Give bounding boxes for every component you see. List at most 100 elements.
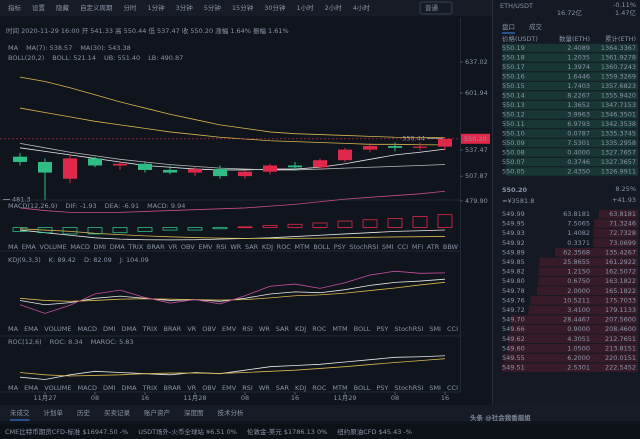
indicator-tab[interactable]: VR: [168, 243, 177, 251]
toolbar-item[interactable]: 隐藏: [56, 3, 70, 12]
toolbar-item[interactable]: 指标: [8, 3, 22, 12]
toolbar-item[interactable]: 4小时: [353, 3, 371, 12]
indicator-tab[interactable]: SAR: [245, 243, 259, 251]
indicator-tab[interactable]: ROC: [277, 243, 292, 251]
orderbook-tab[interactable]: 盘口: [502, 22, 515, 31]
toolbar-item[interactable]: 1分钟: [148, 3, 166, 12]
chart-mode-box[interactable]: [419, 1, 453, 15]
indicator-tab[interactable]: BOLL: [354, 325, 371, 333]
indicator-tab[interactable]: DMI: [103, 325, 116, 333]
indicator-tab[interactable]: MA: [8, 384, 19, 392]
bottom-tab[interactable]: 深度图: [184, 408, 204, 417]
indicator-tab[interactable]: VR: [187, 384, 196, 392]
toolbar-item[interactable]: 30分钟: [264, 3, 286, 12]
indicator-tab[interactable]: PSY: [376, 325, 388, 333]
indicator-tab[interactable]: KDJ: [295, 325, 306, 333]
indicator-tab[interactable]: MTM: [294, 243, 309, 251]
bottom-tab[interactable]: 计划单: [44, 408, 64, 417]
indicator-tab[interactable]: RSI: [242, 325, 253, 333]
bottom-tab[interactable]: 买卖记录: [104, 409, 131, 417]
orderbook-tab[interactable]: 成交: [529, 22, 543, 31]
indicator-tab[interactable]: ROC: [312, 384, 327, 392]
bottom-tab[interactable]: 历史: [77, 408, 91, 417]
indicator-tab[interactable]: EMA: [24, 325, 39, 333]
indicator-tab[interactable]: BRAR: [164, 384, 182, 392]
indicator-tab[interactable]: VR: [187, 325, 196, 333]
indicator-tab[interactable]: BOLL: [313, 243, 330, 251]
indicator-tab[interactable]: SMI: [429, 325, 441, 333]
toolbar-item[interactable]: 15分钟: [232, 3, 254, 12]
indicator-tab[interactable]: StochRSI: [349, 243, 378, 251]
indicator-tab[interactable]: WR: [259, 384, 270, 392]
indicator-tab[interactable]: ATR: [427, 243, 440, 251]
indicator-tab[interactable]: KDJ: [295, 384, 306, 392]
indicator-tab[interactable]: OBV: [181, 243, 195, 251]
indicator-tab[interactable]: PSY: [334, 243, 346, 251]
indicator-tab[interactable]: WR: [259, 325, 270, 333]
indicator-tab[interactable]: SAR: [276, 384, 290, 392]
indicator-tab[interactable]: CCI: [397, 243, 408, 251]
indicator-tab[interactable]: VOLUME: [44, 384, 71, 392]
indicator-tab[interactable]: TRIX: [127, 243, 143, 251]
bottom-tab[interactable]: 账户资产: [144, 408, 171, 417]
indicator-tab[interactable]: BBW: [443, 243, 459, 251]
indicator-tab[interactable]: EMV: [198, 243, 213, 251]
indicator-tab[interactable]: MTM: [332, 384, 347, 392]
indicator-tab[interactable]: CCI: [447, 325, 458, 333]
indicator-tab[interactable]: MA: [8, 325, 19, 333]
indicator-tab[interactable]: StochRSI: [394, 325, 423, 333]
macd-bar: [137, 227, 153, 232]
indicator-tab[interactable]: EMV: [222, 325, 237, 333]
indicator-tab[interactable]: CCI: [447, 384, 458, 392]
indicator-tab[interactable]: VOLUME: [40, 243, 67, 251]
bottom-tab[interactable]: 技术分析: [218, 408, 245, 417]
toolbar-item[interactable]: 5分钟: [204, 3, 222, 12]
indicator-tab[interactable]: RSI: [216, 243, 227, 251]
bottom-tab[interactable]: 未成交: [10, 408, 30, 417]
indicator-tab[interactable]: MACD: [70, 243, 89, 251]
indicator-tab[interactable]: TRIX: [142, 325, 158, 333]
indicator-tab[interactable]: OBV: [202, 325, 216, 333]
toolbar-item[interactable]: 3分钟: [176, 3, 194, 12]
indicator-tab[interactable]: BOLL: [354, 384, 371, 392]
indicator-tab[interactable]: DMA: [122, 325, 138, 333]
indicator-tab[interactable]: SMI: [429, 384, 441, 392]
indicator-tab[interactable]: MACD: [78, 325, 97, 333]
toolbar-item[interactable]: 2小时: [325, 3, 343, 12]
chart-mode[interactable]: 普通: [425, 3, 439, 12]
indicator-tab[interactable]: BRAR: [147, 243, 165, 251]
indicator-tab[interactable]: MACD: [78, 384, 97, 392]
depth-bar: [594, 219, 638, 228]
indicator-tab[interactable]: DMI: [94, 243, 107, 251]
indicator-tab[interactable]: DMA: [122, 384, 138, 392]
toolbar-item[interactable]: 设置: [32, 3, 46, 12]
indicator-tab[interactable]: TRIX: [142, 384, 158, 392]
indicator-tab[interactable]: DMA: [110, 243, 126, 251]
indicator-tab[interactable]: SAR: [276, 325, 290, 333]
indicator-tab[interactable]: OBV: [202, 384, 216, 392]
toolbar-item[interactable]: 分时: [124, 3, 138, 12]
indicator-tab[interactable]: RSI: [242, 384, 253, 392]
indicator-tab[interactable]: SMI: [382, 243, 394, 251]
row-price: 549.80: [502, 277, 525, 285]
indicator-tab[interactable]: EMV: [222, 384, 237, 392]
indicator-tab[interactable]: BRAR: [164, 325, 182, 333]
toolbar-item[interactable]: 1小时: [296, 3, 314, 12]
indicator-tab[interactable]: MA: [8, 243, 19, 251]
row-total: 163.1822: [605, 277, 636, 285]
toolbar-item[interactable]: 自定义周期: [80, 3, 113, 12]
indicator-tab[interactable]: VOLUME: [44, 325, 71, 333]
indicator-tab[interactable]: WR: [230, 243, 241, 251]
row-total: 1361.9278: [601, 54, 636, 62]
indicator-tab[interactable]: ROC: [312, 325, 327, 333]
candle-body: [388, 146, 402, 148]
indicator-line: [19, 270, 446, 314]
indicator-tab[interactable]: PSY: [376, 384, 388, 392]
indicator-tab[interactable]: MFI: [412, 243, 423, 251]
indicator-tab[interactable]: EMA: [22, 243, 37, 251]
indicator-tab[interactable]: DMI: [103, 384, 116, 392]
indicator-tab[interactable]: EMA: [24, 384, 39, 392]
indicator-tab[interactable]: MTM: [332, 325, 347, 333]
indicator-tab[interactable]: StochRSI: [394, 384, 423, 392]
indicator-tab[interactable]: KDJ: [262, 243, 273, 251]
